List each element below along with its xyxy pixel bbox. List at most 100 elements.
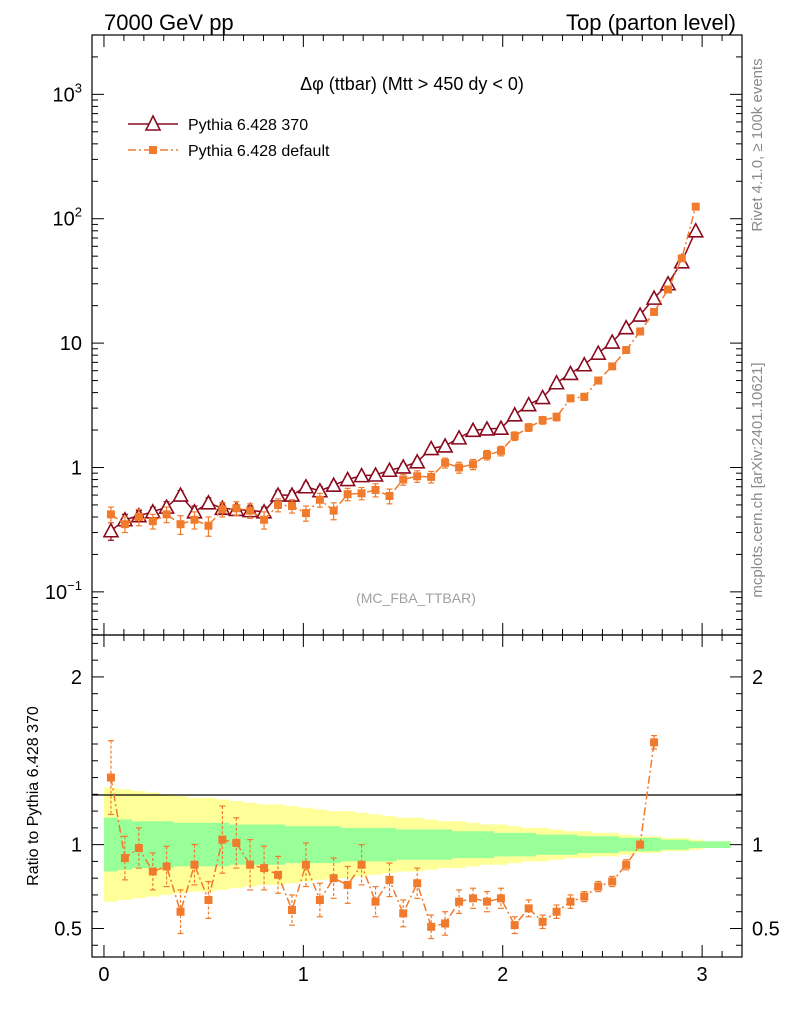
- rivet-label: Rivet 4.1.0, ≥ 100k events: [749, 58, 766, 231]
- data-point-370: [575, 356, 593, 372]
- ratio-panel: 0.5 0.5 1 1 2 2 0 1 2 3 Ratio to Pythia 6.428 370: [25, 634, 780, 986]
- ratio-bands: [104, 787, 731, 902]
- ratio-data-point: [134, 843, 143, 852]
- data-point-default: [664, 285, 673, 294]
- ratio-y-tick-label-right: 0.5: [752, 918, 780, 940]
- legend-label-370: Pythia 6.428 370: [188, 117, 308, 134]
- ratio-data-point: [608, 877, 617, 886]
- ratio-data-point: [274, 870, 283, 879]
- ratio-data-point: [232, 838, 241, 847]
- data-point-default: [594, 376, 603, 385]
- data-point-default: [232, 504, 241, 513]
- ratio-data-point: [176, 907, 185, 916]
- data-point-default: [260, 515, 269, 524]
- data-point-370: [436, 437, 454, 453]
- data-point-default: [677, 254, 686, 263]
- data-point-default: [357, 489, 366, 498]
- data-point-default: [301, 509, 310, 518]
- ratio-data-point: [371, 897, 380, 906]
- data-point-370: [450, 429, 468, 445]
- ratio-data-point: [496, 894, 505, 903]
- data-point-default: [120, 520, 129, 529]
- legend-entry-370: Pythia 6.428 370: [128, 114, 308, 134]
- main-title: Δφ (ttbar) (Mtt > 450 dy < 0): [300, 74, 524, 94]
- data-point-default: [246, 506, 255, 515]
- data-point-370: [394, 458, 412, 474]
- ratio-data-point: [218, 835, 227, 844]
- legend-triangle-icon: [144, 114, 162, 131]
- data-point-default: [427, 472, 436, 481]
- data-point-default: [148, 517, 157, 526]
- data-point-default: [608, 362, 617, 371]
- ratio-data-point: [385, 875, 394, 884]
- data-point-default: [469, 460, 478, 469]
- data-point-default: [510, 432, 519, 441]
- ratio-y-tick-label: 0.5: [54, 918, 82, 940]
- ratio-data-point: [510, 921, 519, 930]
- main-y-tick-label: 10: [60, 333, 82, 355]
- ratio-ticks: 0.5 0.5 1 1 2 2 0 1 2 3: [54, 635, 780, 986]
- data-point-default: [566, 394, 575, 403]
- data-point-370: [367, 466, 384, 482]
- data-point-default: [385, 491, 394, 500]
- data-point-370: [548, 374, 565, 390]
- data-point-default: [691, 202, 700, 211]
- ratio-data-point: [106, 773, 115, 782]
- ratio-data-point: [524, 904, 533, 913]
- data-point-370: [603, 333, 621, 349]
- ratio-y-tick-label: 1: [71, 835, 82, 857]
- data-point-default: [106, 510, 115, 519]
- ratio-data-point: [204, 895, 213, 904]
- main-y-tick-label: 102: [53, 205, 82, 231]
- data-point-370: [297, 478, 315, 494]
- data-point-370: [617, 319, 635, 335]
- ratio-y-tick-label: 2: [71, 667, 82, 689]
- header-left: 7000 GeV pp: [104, 10, 234, 35]
- ratio-data-point: [622, 860, 631, 869]
- data-point-default: [538, 416, 547, 425]
- data-point-370: [506, 406, 524, 422]
- ratio-data-point: [455, 897, 464, 906]
- data-point-370: [353, 466, 370, 483]
- data-point-default: [371, 485, 380, 494]
- header-right: Top (parton level): [566, 10, 736, 35]
- ratio-data-point: [246, 860, 255, 869]
- data-point-370: [408, 453, 426, 469]
- data-point-370: [645, 289, 663, 305]
- data-point-370: [422, 439, 440, 456]
- ratio-y-tick-label-right: 1: [752, 835, 763, 857]
- ratio-data-point: [469, 894, 478, 903]
- data-point-370: [200, 494, 217, 510]
- legend-entry-default: Pythia 6.428 default: [128, 143, 330, 160]
- data-point-default: [274, 500, 283, 509]
- ratio-data-point: [580, 892, 589, 901]
- main-panel: 10−1 1 10 102 103 Δφ (ttbar) (Mtt > 450 dy <…: [45, 34, 743, 636]
- uncertainty-band-inner: [104, 817, 731, 872]
- data-point-370: [339, 470, 356, 487]
- data-point-default: [496, 446, 505, 455]
- data-point-370: [172, 486, 189, 502]
- ratio-data-point: [441, 919, 450, 928]
- ratio-data-point: [260, 864, 269, 873]
- ratio-data-point: [636, 840, 645, 849]
- data-point-370: [325, 476, 342, 493]
- data-point-default: [622, 346, 631, 355]
- data-point-default: [329, 506, 338, 515]
- ratio-x-tick-label: 2: [497, 964, 508, 986]
- main-ticks: 10−1 1 10 102 103: [45, 34, 743, 635]
- data-point-default: [190, 515, 199, 524]
- main-y-tick-label: 1: [71, 457, 82, 479]
- main-y-tick-label: 103: [53, 80, 82, 106]
- mcplots-label: mcplots.cern.ch [arXiv:2401.10621]: [749, 362, 766, 597]
- ratio-data-point: [357, 860, 366, 869]
- ratio-data-point: [162, 862, 171, 871]
- data-point-370: [102, 522, 120, 538]
- legend-label-default: Pythia 6.428 default: [188, 143, 330, 160]
- data-point-default: [287, 502, 296, 511]
- ratio-data-point: [120, 854, 129, 863]
- ratio-ylabel: Ratio to Pythia 6.428 370: [25, 706, 42, 886]
- data-point-default: [162, 510, 171, 519]
- data-point-default: [580, 392, 589, 401]
- data-point-default: [218, 505, 227, 514]
